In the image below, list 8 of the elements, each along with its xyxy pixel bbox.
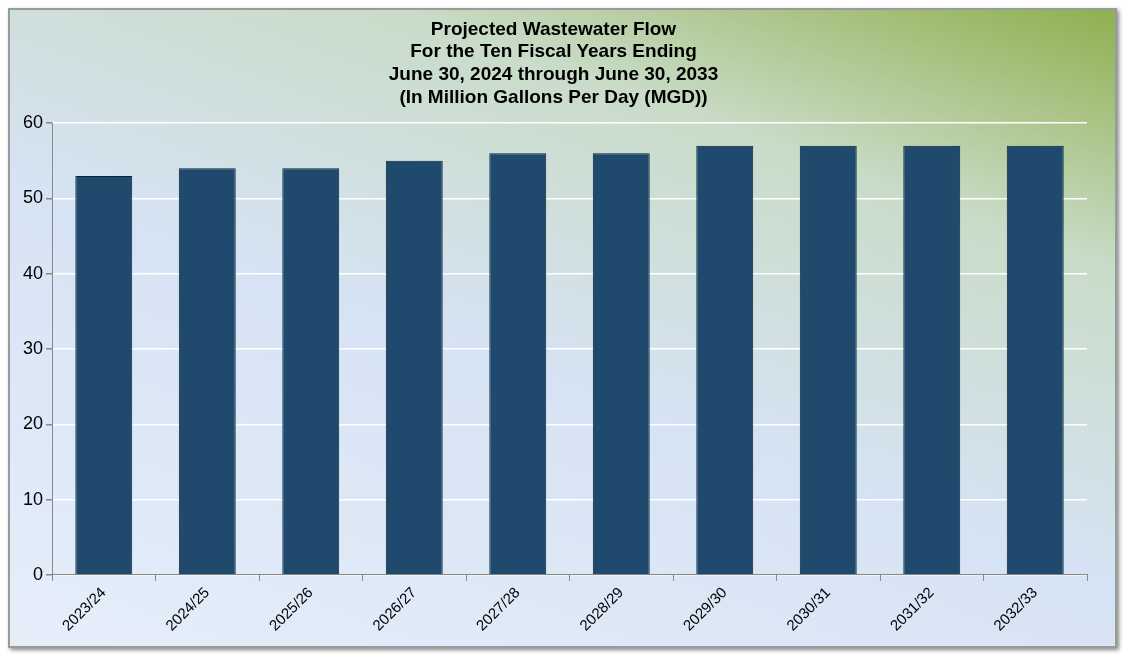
y-tick-label: 20: [22, 413, 44, 434]
y-tick-label: 10: [22, 488, 44, 509]
y-tick-label: 40: [22, 262, 44, 283]
y-tick-label: 30: [22, 338, 44, 359]
chart-title: Projected Wastewater Flow For the Ten Fiscal Years Ending June 30, 2024 through June 30, 2033 (In Million Gallons Per Day (MGD)): [388, 17, 719, 108]
y-tick-label: 50: [22, 187, 44, 208]
y-tick-label: 60: [22, 112, 44, 133]
y-tick-label: 0: [33, 563, 44, 584]
